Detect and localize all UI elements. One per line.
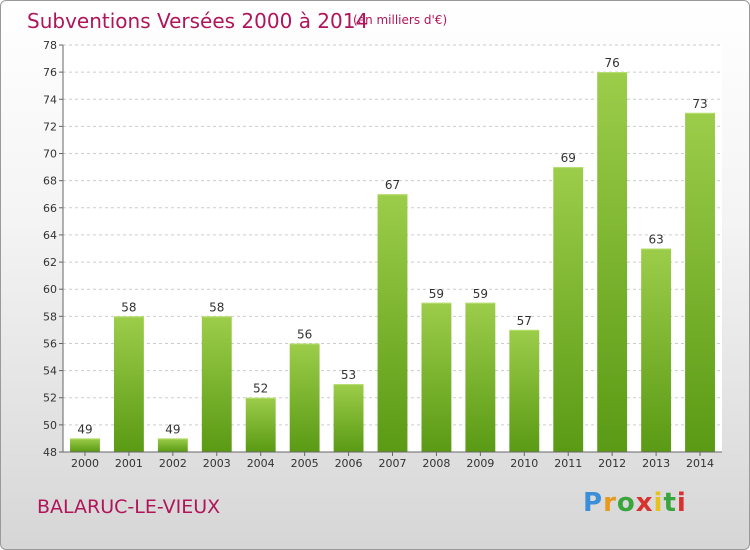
x-tick-label: 2006 bbox=[335, 457, 363, 470]
axis-layer: 48 50 52 54 56 58 60 62 64 66 68 70 72 74 76 78 2000 2001… bbox=[43, 39, 722, 470]
y-tick-label: 66 bbox=[43, 202, 57, 215]
chart-subtitle: (en milliers d'€) bbox=[353, 13, 448, 27]
bar bbox=[289, 343, 320, 452]
bar-value-label: 57 bbox=[517, 314, 532, 328]
y-tick-label: 70 bbox=[43, 148, 57, 161]
y-tick-label: 52 bbox=[43, 392, 57, 405]
y-tick-label: 76 bbox=[43, 66, 57, 79]
x-tick-label: 2014 bbox=[686, 457, 714, 470]
bar-value-label: 59 bbox=[473, 287, 488, 301]
bar bbox=[113, 316, 144, 452]
logo-letter: o bbox=[616, 488, 636, 518]
y-tick-label: 58 bbox=[43, 310, 57, 323]
bar-value-label: 73 bbox=[692, 97, 707, 111]
x-tick-label: 2005 bbox=[291, 457, 319, 470]
x-tick-label: 2008 bbox=[422, 457, 450, 470]
y-tick-label: 50 bbox=[43, 419, 57, 432]
bar bbox=[157, 438, 188, 452]
y-tick-label: 64 bbox=[43, 229, 57, 242]
bar bbox=[421, 302, 452, 452]
x-tick-label: 2007 bbox=[379, 457, 407, 470]
y-tick-label: 60 bbox=[43, 283, 57, 296]
x-tick-label: 2011 bbox=[554, 457, 582, 470]
logo-letter: i bbox=[676, 488, 687, 518]
bar bbox=[70, 438, 100, 452]
bar bbox=[553, 167, 584, 452]
logo-letter: t bbox=[663, 488, 677, 518]
bar-value-label: 63 bbox=[648, 233, 663, 247]
commune-name: BALARUC-LE-VIEUX bbox=[37, 496, 221, 518]
y-tick-label: 68 bbox=[43, 175, 57, 188]
bar bbox=[201, 316, 232, 452]
y-tick-label: 54 bbox=[43, 365, 57, 378]
chart-title: Subventions Versées 2000 à 2014 bbox=[27, 9, 369, 33]
bar bbox=[641, 248, 672, 452]
x-tick-label: 2004 bbox=[247, 457, 275, 470]
x-tick-label: 2001 bbox=[115, 457, 143, 470]
bar-value-label: 58 bbox=[121, 300, 136, 314]
bar-value-label: 58 bbox=[209, 300, 224, 314]
y-tick-label: 78 bbox=[43, 39, 57, 52]
logo-letter: x bbox=[635, 488, 654, 518]
y-tick-label: 48 bbox=[43, 446, 57, 459]
y-tick-label: 62 bbox=[43, 256, 57, 269]
x-tick-label: 2010 bbox=[510, 457, 538, 470]
bar-value-label: 76 bbox=[605, 56, 620, 70]
bar bbox=[597, 72, 628, 452]
bar bbox=[465, 302, 496, 452]
bar-value-label: 53 bbox=[341, 368, 356, 382]
y-tick-label: 72 bbox=[43, 120, 57, 133]
x-tick-label: 2012 bbox=[598, 457, 626, 470]
bar-value-label: 56 bbox=[297, 327, 312, 341]
bar-value-label: 49 bbox=[165, 422, 180, 436]
bar-layer: 49 58 49 58 52 56 53 67 59 59 57 69 76 63 73 bbox=[70, 56, 715, 452]
x-tick-label: 2013 bbox=[642, 457, 670, 470]
x-tick-label: 2000 bbox=[71, 457, 99, 470]
bar bbox=[509, 329, 540, 452]
bar-value-label: 59 bbox=[429, 287, 444, 301]
bar bbox=[377, 194, 408, 452]
bar-value-label: 67 bbox=[385, 178, 400, 192]
grid-layer bbox=[63, 44, 722, 453]
x-tick-label: 2002 bbox=[159, 457, 187, 470]
bar-value-label: 52 bbox=[253, 382, 268, 396]
bar bbox=[333, 384, 364, 452]
y-tick-label: 74 bbox=[43, 93, 57, 106]
bar-value-label: 49 bbox=[77, 422, 92, 436]
bar-value-label: 69 bbox=[561, 151, 576, 165]
bar bbox=[685, 112, 715, 452]
logo-letter: P bbox=[583, 488, 604, 518]
proxiti-logo[interactable]: Proxiti bbox=[583, 488, 687, 518]
bar bbox=[245, 397, 276, 452]
logo-letter: i bbox=[653, 488, 664, 518]
y-tick-label: 56 bbox=[43, 337, 57, 350]
x-tick-label: 2003 bbox=[203, 457, 231, 470]
logo-letter: r bbox=[603, 488, 617, 518]
x-tick-label: 2009 bbox=[466, 457, 494, 470]
